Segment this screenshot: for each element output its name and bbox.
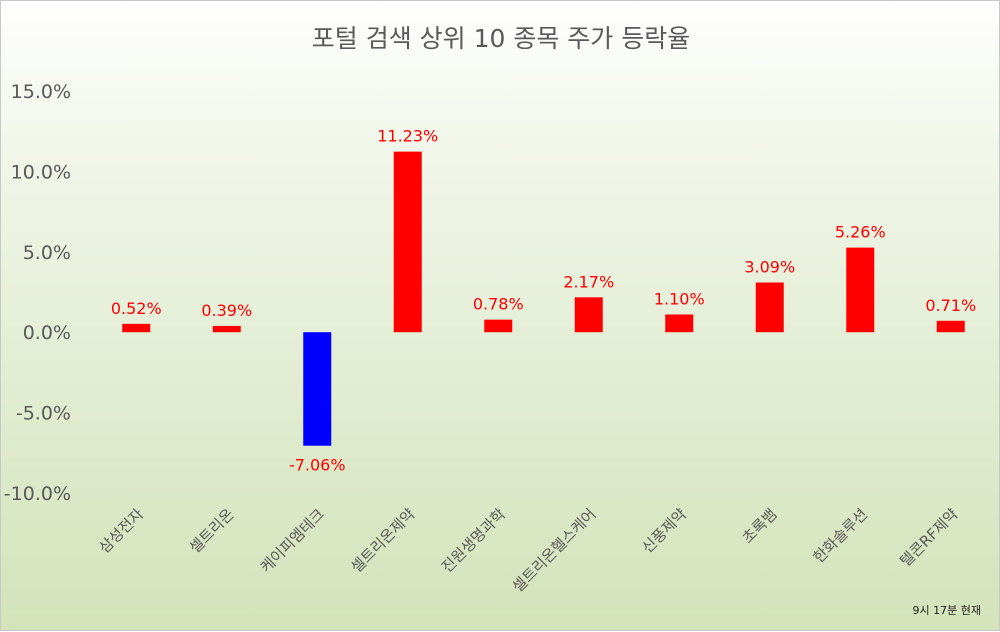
- data-label: -7.06%: [289, 456, 346, 475]
- data-label: 2.17%: [563, 272, 614, 291]
- x-tick-label: 삼성전자: [95, 505, 147, 557]
- bar: [755, 282, 784, 333]
- chart-title: 포털 검색 상위 10 종목 주가 등락율: [311, 24, 691, 53]
- bar: [303, 332, 332, 446]
- x-tick-label: 셀트리온헬스케어: [509, 505, 600, 596]
- bar: [665, 314, 694, 333]
- bar: [122, 323, 151, 333]
- bar: [484, 319, 513, 333]
- data-label: 11.23%: [377, 127, 438, 146]
- x-tick-label: 초록뱀: [739, 505, 781, 547]
- timestamp-note: 9시 17분 현재: [912, 604, 981, 617]
- x-tick-label: 셀트리온: [186, 505, 238, 557]
- bar: [936, 320, 965, 333]
- x-tick-label: 셀트리온제약: [347, 505, 418, 576]
- data-label: 5.26%: [835, 223, 886, 242]
- data-label: 0.52%: [111, 299, 162, 318]
- x-tick-label: 신풍제약: [638, 505, 690, 557]
- data-label: 0.78%: [473, 295, 524, 314]
- y-tick-label: 15.0%: [11, 81, 71, 103]
- x-tick-label: 한화솔루션: [810, 505, 872, 567]
- bar: [574, 297, 603, 333]
- data-label: 0.71%: [925, 296, 976, 315]
- bar: [212, 325, 241, 333]
- data-label: 0.39%: [201, 301, 252, 320]
- y-tick-label: 5.0%: [23, 242, 71, 264]
- y-tick-label: 10.0%: [11, 161, 71, 183]
- y-tick-label: -10.0%: [4, 483, 71, 505]
- x-tick-label: 케이피엠테크: [257, 505, 328, 576]
- x-tick-label: 텔콘RF제약: [896, 505, 961, 570]
- data-label: 3.09%: [744, 258, 795, 277]
- bar: [393, 151, 422, 333]
- data-label: 1.10%: [654, 290, 705, 309]
- y-tick-label: 0.0%: [23, 322, 71, 344]
- bar: [846, 247, 875, 333]
- y-tick-label: -5.0%: [16, 403, 71, 425]
- x-tick-label: 진원생명과학: [438, 505, 509, 576]
